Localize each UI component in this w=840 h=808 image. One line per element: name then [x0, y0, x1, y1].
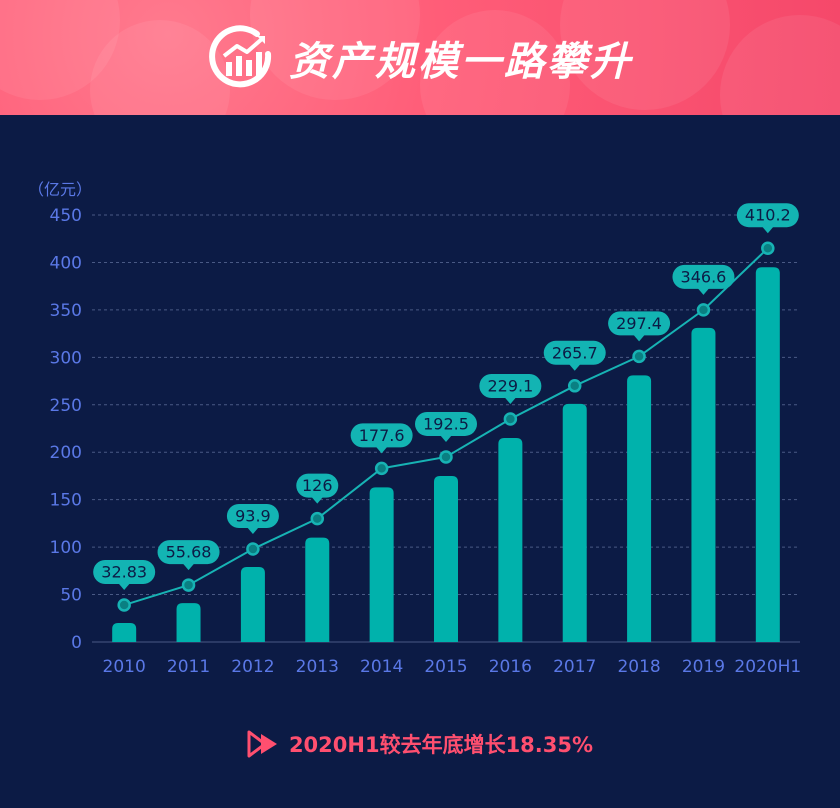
point-2015	[439, 450, 453, 464]
data-label-2016: 229.1	[479, 374, 542, 405]
svg-text:265.7: 265.7	[552, 343, 598, 362]
svg-text:177.6: 177.6	[359, 426, 405, 445]
y-tick-label: 250	[50, 396, 82, 416]
x-tick-label: 2014	[360, 657, 403, 677]
svg-text:229.1: 229.1	[487, 377, 533, 396]
point-2016	[503, 412, 518, 426]
point-2018	[632, 349, 646, 364]
bar-2018	[627, 375, 652, 642]
svg-text:410.2: 410.2	[745, 206, 791, 225]
x-tick-label: 2011	[167, 657, 210, 677]
y-tick-label: 50	[60, 586, 82, 606]
x-tick-label: 2016	[489, 657, 532, 677]
y-tick-label: 200	[50, 443, 82, 463]
data-label-2020H1: 410.2	[736, 203, 799, 234]
play-arrow-icon	[247, 730, 277, 758]
bar-2019	[691, 327, 716, 642]
x-tick-label: 2019	[682, 657, 725, 677]
growth-summary: 2020H1较去年底增长18.35%	[0, 724, 840, 764]
data-label-2014: 177.6	[350, 423, 413, 454]
bar-2016	[498, 437, 523, 642]
y-axis-unit-label: （亿元）	[28, 180, 92, 199]
x-tick-label: 2020H1	[734, 657, 801, 677]
data-label-2010: 32.83	[93, 559, 156, 590]
bar-2011	[176, 603, 201, 642]
data-label-2018: 297.4	[608, 311, 671, 342]
point-2012	[246, 542, 260, 556]
bar-2020H1	[755, 267, 780, 642]
x-tick-label: 2010	[103, 657, 146, 677]
svg-text:192.5: 192.5	[423, 414, 469, 433]
bar-2014	[369, 487, 394, 642]
x-tick-label: 2018	[617, 657, 660, 677]
y-tick-label: 350	[50, 301, 82, 321]
svg-text:55.68: 55.68	[166, 543, 212, 562]
data-label-2015: 192.5	[415, 411, 477, 442]
growth-chart-icon	[209, 24, 272, 87]
svg-text:32.83: 32.83	[101, 562, 147, 581]
y-tick-label: 100	[50, 538, 82, 558]
x-tick-label: 2017	[553, 657, 596, 677]
data-label-2017: 265.7	[543, 340, 606, 371]
data-label-2019: 346.6	[672, 264, 735, 295]
x-tick-label: 2015	[424, 657, 467, 677]
bar-2017	[562, 403, 587, 642]
page-title: 资产规模一路攀升	[289, 38, 633, 85]
svg-text:297.4: 297.4	[616, 314, 662, 333]
point-2017	[567, 379, 582, 393]
point-2019	[696, 303, 711, 317]
bar-2012	[240, 567, 265, 642]
svg-text:126: 126	[302, 476, 333, 495]
y-tick-label: 0	[71, 633, 82, 653]
point-2010	[117, 598, 131, 612]
data-label-2011: 55.68	[157, 540, 220, 571]
x-tick-label: 2013	[296, 657, 339, 677]
asset-scale-chart: （亿元） 0 50 100 150 200 250 300 350 400 450 32.83 55…	[28, 180, 801, 677]
y-tick-label: 300	[50, 348, 82, 368]
bar-2015	[434, 475, 458, 642]
bar-2010	[112, 623, 137, 642]
point-2014	[374, 461, 389, 476]
x-tick-label: 2012	[231, 657, 274, 677]
y-tick-label: 450	[50, 206, 82, 226]
header-banner: 资产规模一路攀升	[0, 0, 840, 115]
bar-2013	[305, 537, 330, 642]
data-label-2013: 126	[296, 473, 339, 504]
growth-summary-text: 2020H1较去年底增长18.35%	[288, 733, 594, 757]
svg-text:93.9: 93.9	[235, 507, 271, 526]
data-label-2012: 93.9	[226, 504, 279, 535]
point-2013	[310, 511, 325, 526]
point-2020H1	[761, 241, 775, 255]
svg-text:346.6: 346.6	[681, 267, 727, 286]
point-2011	[181, 578, 196, 592]
y-tick-label: 400	[50, 253, 82, 273]
y-tick-label: 150	[50, 491, 82, 511]
